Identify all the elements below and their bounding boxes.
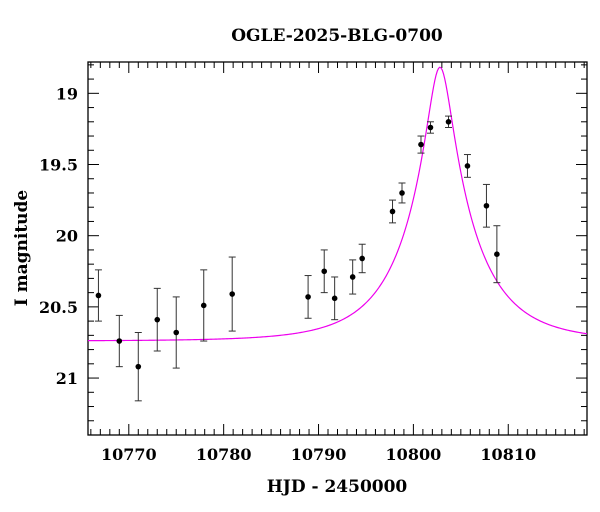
chart-title: OGLE-2025-BLG-0700 — [231, 26, 443, 46]
data-marker — [494, 251, 500, 257]
data-marker — [483, 202, 490, 209]
data-point — [153, 287, 161, 352]
data-point — [463, 154, 471, 178]
data-point — [444, 115, 452, 128]
data-point — [304, 275, 312, 319]
data-point — [482, 183, 490, 228]
y-tick-label: 20 — [56, 227, 78, 246]
data-point — [200, 269, 208, 342]
data-points — [94, 115, 501, 402]
data-point — [493, 225, 501, 284]
x-tick-label: 10790 — [291, 445, 347, 464]
data-point — [172, 296, 180, 369]
data-point — [320, 249, 328, 294]
y-axis-label: I magnitude — [12, 190, 32, 307]
data-marker — [305, 294, 311, 300]
data-marker — [135, 363, 142, 370]
y-tick-label: 19 — [56, 84, 78, 103]
data-marker — [349, 274, 356, 280]
x-axis-label: HJD - 2450000 — [267, 477, 408, 497]
x-tick-label: 10810 — [480, 445, 536, 464]
data-point — [94, 269, 102, 322]
data-marker — [200, 302, 207, 309]
data-point — [228, 256, 236, 332]
data-point — [389, 199, 397, 224]
data-point — [426, 121, 434, 134]
x-tick-label: 10780 — [196, 445, 252, 464]
data-point — [358, 243, 366, 274]
data-marker — [154, 316, 161, 323]
data-marker — [321, 268, 328, 275]
model-curve — [87, 66, 588, 342]
data-marker — [464, 163, 471, 169]
data-point — [398, 182, 406, 204]
data-marker — [173, 329, 180, 336]
data-marker — [229, 291, 235, 297]
data-marker — [418, 141, 424, 148]
y-axis-ticks: 19 19.5 20 20.5 21 — [39, 64, 587, 436]
x-axis-ticks: 10770 10780 10790 10800 10810 — [90, 62, 585, 464]
data-marker — [116, 338, 123, 344]
data-marker — [331, 295, 338, 302]
plot-frame — [87, 61, 588, 436]
data-point — [349, 259, 357, 295]
data-point — [417, 135, 425, 154]
data-marker — [95, 292, 102, 299]
x-tick-label: 10800 — [386, 445, 442, 464]
data-point — [115, 314, 123, 368]
data-marker — [389, 208, 396, 215]
model-curve-line — [87, 66, 588, 342]
y-tick-label: 20.5 — [39, 298, 78, 317]
x-tick-label: 10770 — [101, 445, 157, 464]
y-tick-label: 21 — [56, 369, 78, 388]
data-marker — [427, 124, 434, 131]
data-marker — [359, 255, 365, 262]
data-marker — [445, 118, 452, 125]
y-tick-label: 19.5 — [39, 156, 78, 175]
data-point — [331, 276, 339, 321]
data-marker — [399, 190, 405, 196]
data-point — [134, 331, 142, 402]
